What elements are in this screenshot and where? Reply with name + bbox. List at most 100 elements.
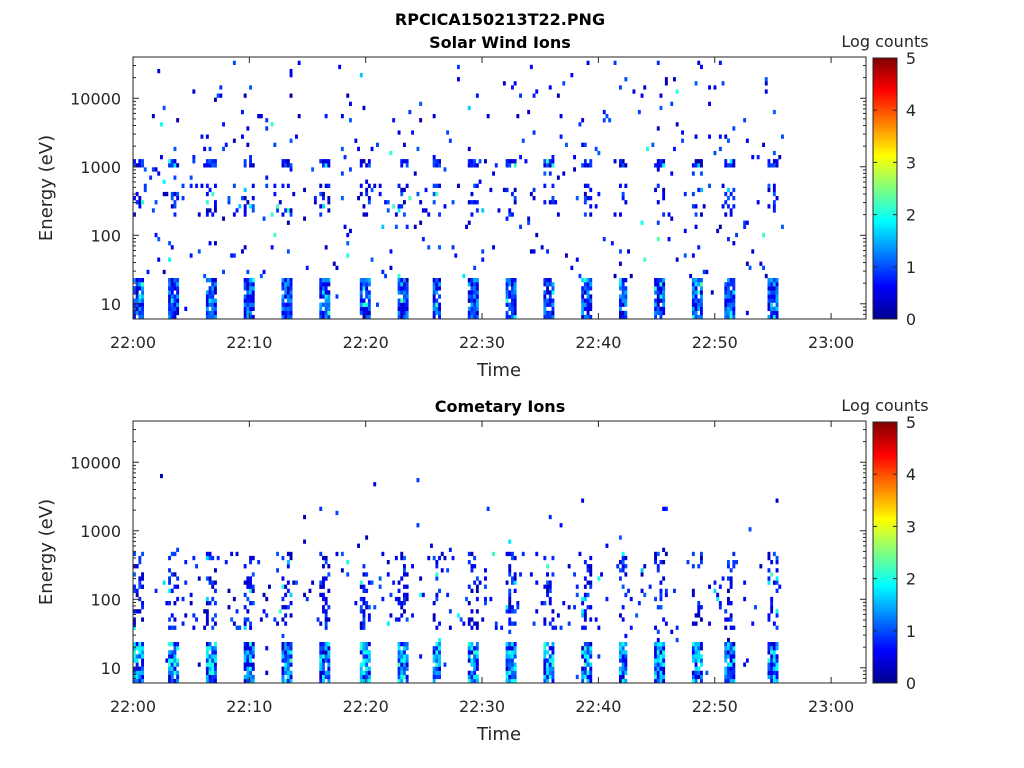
spectrogram-cell <box>724 290 728 295</box>
spectrogram-cell <box>249 601 252 606</box>
spectrogram-cell <box>286 306 290 311</box>
spectrogram-cell <box>473 286 477 291</box>
spectrogram-cell <box>770 678 774 684</box>
spectrogram-cell <box>621 617 625 622</box>
spectrogram-cell <box>297 60 301 65</box>
spectrogram-cell <box>446 130 450 135</box>
spectrogram-cell <box>467 294 471 299</box>
spectrogram-cell <box>243 196 247 201</box>
spectrogram-cell <box>694 302 698 307</box>
spectrogram-cell <box>770 642 774 647</box>
spectrogram-cell <box>662 298 666 303</box>
spectrogram-cell <box>619 261 622 266</box>
spectrogram-cell <box>211 555 215 561</box>
spectrogram-cell <box>691 646 695 651</box>
spectrogram-cell <box>332 261 336 266</box>
spectrogram-cell <box>619 302 622 307</box>
spectrogram-cell <box>359 163 363 168</box>
spectrogram-cell <box>243 650 247 655</box>
spectrogram-cell <box>176 642 180 647</box>
spectrogram-cell <box>367 580 371 585</box>
spectrogram-cell <box>286 666 290 671</box>
spectrogram-cell <box>214 306 217 311</box>
spectrogram-cell <box>432 613 436 618</box>
spectrogram-cell <box>319 306 323 311</box>
spectrogram-cell <box>359 609 363 614</box>
spectrogram-cell <box>743 580 747 585</box>
spectrogram-cell <box>724 658 728 663</box>
spectrogram-cell <box>173 678 177 684</box>
spectrogram-cell <box>511 621 514 626</box>
spectrogram-cell <box>586 674 590 680</box>
spectrogram-cell <box>543 159 547 164</box>
spectrogram-cell <box>470 282 474 287</box>
spectrogram-cell <box>211 650 215 655</box>
spectrogram-cell <box>138 196 142 201</box>
spectrogram-cell <box>203 146 207 152</box>
spectrogram-cell <box>367 674 371 680</box>
spectrogram-cell <box>165 658 169 663</box>
spectrogram-cell <box>397 130 401 135</box>
spectrogram-cell <box>400 159 404 164</box>
spectrogram-cell <box>467 220 471 225</box>
spectrogram-cell <box>513 642 517 647</box>
spectrogram-cell <box>619 666 622 671</box>
spectrogram-cell <box>405 572 409 577</box>
spectrogram-cell <box>438 212 441 217</box>
spectrogram-cell <box>508 646 512 651</box>
spectrogram-cell <box>168 580 171 585</box>
spectrogram-cell <box>249 674 252 680</box>
spectrogram-cell <box>438 621 441 626</box>
spectrogram-cell <box>432 674 436 680</box>
spectrogram-cell <box>362 159 366 164</box>
spectrogram-cell <box>359 662 363 667</box>
spectrogram-cell <box>511 85 514 90</box>
spectrogram-cell <box>727 138 730 143</box>
spectrogram-cell <box>214 588 217 593</box>
spectrogram-cell <box>362 658 366 663</box>
spectrogram-cell <box>251 282 255 287</box>
spectrogram-cell <box>168 314 171 320</box>
spectrogram-cell <box>205 183 209 188</box>
spectrogram-cell <box>286 646 290 651</box>
spectrogram-cell <box>505 551 509 557</box>
spectrogram-cell <box>727 310 730 316</box>
spectrogram-cell <box>708 101 711 106</box>
spectrogram-cell <box>141 163 144 168</box>
spectrogram-cell <box>659 642 663 647</box>
spectrogram-cell <box>432 555 436 561</box>
spectrogram-cell <box>691 650 695 655</box>
spectrogram-cell <box>662 310 666 316</box>
spectrogram-cell <box>767 650 771 655</box>
spectrogram-cell <box>589 572 593 577</box>
spectrogram-cell <box>251 555 255 561</box>
spectrogram-cell <box>619 314 622 320</box>
spectrogram-cell <box>205 302 209 307</box>
spectrogram-cell <box>208 187 212 193</box>
spectrogram-cell <box>173 163 177 168</box>
spectrogram-cell <box>286 658 290 663</box>
spectrogram-cell <box>324 642 328 647</box>
spectrogram-cell <box>438 555 441 561</box>
spectrogram-cell <box>141 642 144 647</box>
spectrogram-cell <box>670 101 674 106</box>
spectrogram-cell <box>195 564 198 569</box>
spectrogram-cell <box>403 609 406 614</box>
spectrogram-cell <box>724 306 728 311</box>
spectrogram-cell <box>138 278 142 283</box>
spectrogram-cell <box>548 310 552 316</box>
spectrogram-cell <box>470 588 474 593</box>
spectrogram-cell <box>767 576 771 581</box>
spectrogram-cell <box>619 310 622 316</box>
spectrogram-cell <box>548 282 552 287</box>
spectrogram-cell <box>246 314 250 320</box>
spectrogram-cell <box>775 625 779 630</box>
spectrogram-cell <box>405 678 409 684</box>
spectrogram-cell <box>273 232 277 238</box>
spectrogram-cell <box>548 670 552 675</box>
spectrogram-cell <box>403 654 406 659</box>
spectrogram-cell <box>656 200 660 205</box>
spectrogram-cell <box>489 596 493 602</box>
spectrogram-cell <box>135 294 139 299</box>
spectrogram-cell <box>362 204 366 209</box>
